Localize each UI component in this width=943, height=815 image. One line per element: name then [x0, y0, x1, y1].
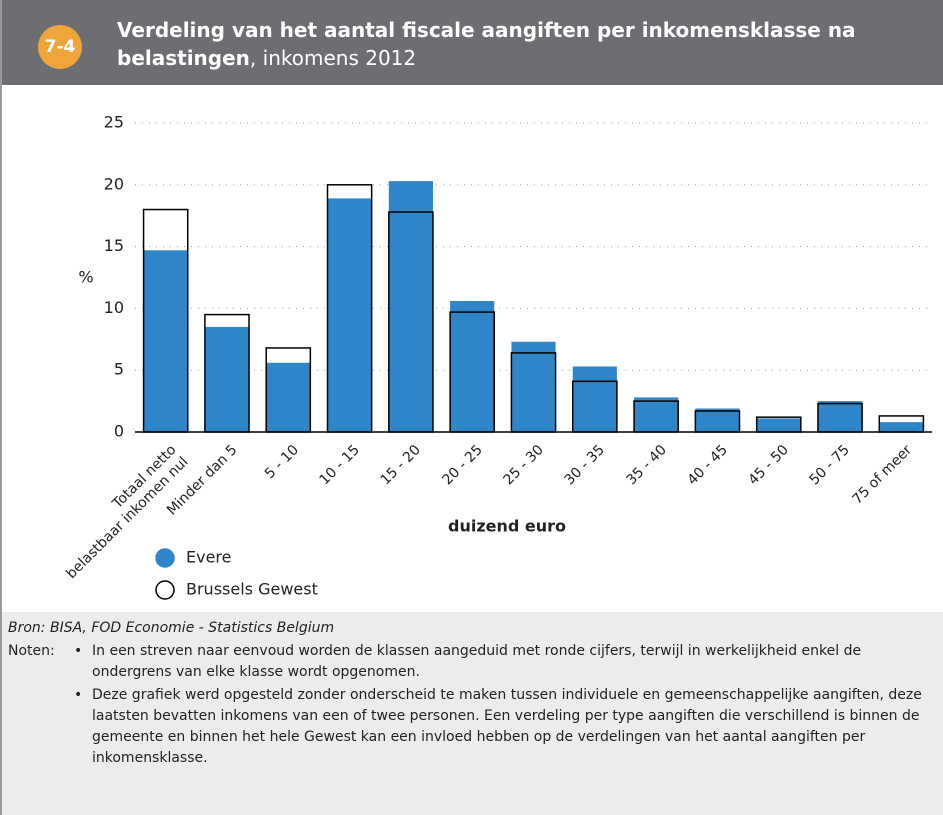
y-tick-label: 10: [104, 298, 124, 317]
bar-evere: [695, 408, 740, 432]
bar-evere: [388, 181, 433, 432]
subtitle: , inkomens 2012: [249, 46, 417, 70]
bar-evere: [756, 418, 801, 432]
y-tick-label: 5: [114, 360, 124, 379]
footer: Bron: BISA, FOD Economie - Statistics Be…: [2, 612, 943, 815]
title-bold: Verdeling van het aantal fiscale aangift…: [117, 18, 856, 70]
chart: 0 5 10 15 20 25% duizend euro Evere Brussels Gew…: [78, 113, 932, 600]
badge: 7-4: [38, 25, 82, 69]
bar-evere: [817, 401, 863, 432]
bar-evere: [572, 366, 617, 432]
bar-evere: [204, 326, 250, 432]
y-tick-label: 20: [104, 174, 124, 193]
note: Deze grafiek werd opgesteld zonder onder…: [74, 685, 934, 769]
legend-swatch: [155, 580, 175, 600]
x-axis-label: duizend euro: [448, 517, 566, 536]
source: Bron: BISA, FOD Economie - Statistics Be…: [8, 620, 335, 636]
title: Verdeling van het aantal fiscale aangift…: [117, 16, 877, 72]
y-tick-label: 15: [104, 236, 124, 255]
notes-label: Noten:: [8, 643, 55, 659]
bar-evere: [511, 341, 556, 432]
legend-label: Brussels Gewest: [186, 580, 318, 599]
y-tick-label: 0: [114, 422, 124, 441]
y-tick-label: 25: [104, 113, 124, 132]
header: 7-4 Verdeling van het aantal fiscale aan…: [2, 0, 943, 85]
bar-evere: [450, 300, 495, 432]
y-axis-label: %: [78, 268, 93, 287]
bar-evere: [327, 198, 372, 432]
note: In een streven naar eenvoud worden de kl…: [74, 641, 934, 683]
notes: In een streven naar eenvoud worden de kl…: [74, 641, 934, 771]
bar-evere: [266, 362, 311, 432]
bar-evere: [143, 250, 188, 432]
bar-evere: [634, 397, 679, 432]
legend-label: Evere: [186, 548, 232, 567]
legend-swatch: [155, 548, 175, 568]
bar-evere: [879, 422, 924, 432]
